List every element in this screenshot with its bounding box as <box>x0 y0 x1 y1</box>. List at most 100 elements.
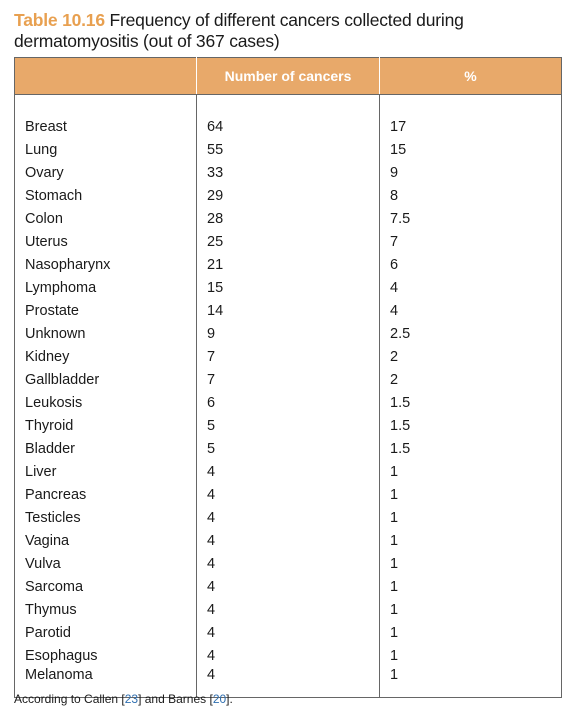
table-row: Vagina 4 1 <box>14 529 562 552</box>
percent-cell: 1 <box>379 575 562 598</box>
cancer-type-cell: Pancreas <box>14 483 197 506</box>
cancer-type-cell: Lymphoma <box>14 276 197 299</box>
percent-cell: 1 <box>379 483 562 506</box>
percent-cell: 17 <box>379 115 562 138</box>
table-row: Kidney 7 2 <box>14 345 562 368</box>
percent-cell: 2.5 <box>379 322 562 345</box>
cancer-type-cell: Ovary <box>14 161 197 184</box>
table-row: Liver 4 1 <box>14 460 562 483</box>
cancer-type-cell: Liver <box>14 460 197 483</box>
table-row: Nasopharynx 21 6 <box>14 253 562 276</box>
percent-cell: 15 <box>379 138 562 161</box>
percent-cell: 4 <box>379 276 562 299</box>
cancer-type-cell: Breast <box>14 115 197 138</box>
percent-cell: 7.5 <box>379 207 562 230</box>
table-row: Pancreas 4 1 <box>14 483 562 506</box>
cancer-type-cell: Prostate <box>14 299 197 322</box>
number-of-cancers-cell: 21 <box>196 253 380 276</box>
number-of-cancers-cell: 64 <box>196 115 380 138</box>
number-of-cancers-cell: 4 <box>196 644 380 667</box>
percent-cell: 4 <box>379 299 562 322</box>
table-row: Parotid 4 1 <box>14 621 562 644</box>
cancer-type-cell: Thyroid <box>14 414 197 437</box>
cancer-type-cell: Nasopharynx <box>14 253 197 276</box>
table-row: Ovary 33 9 <box>14 161 562 184</box>
number-of-cancers-cell: 7 <box>196 345 380 368</box>
cancer-type-cell: Gallbladder <box>14 368 197 391</box>
header-percent: % <box>379 57 562 95</box>
cancer-frequency-table: Number of cancers % Breast 64 17 Lung 55 15 Ov… <box>14 57 562 698</box>
table-body: Breast 64 17 Lung 55 15 Ovary 33 9 Stomach 29 8 Colo… <box>14 94 562 698</box>
percent-cell: 2 <box>379 345 562 368</box>
percent-cell: 1.5 <box>379 414 562 437</box>
number-of-cancers-cell: 5 <box>196 437 380 460</box>
number-of-cancers-cell: 4 <box>196 552 380 575</box>
number-of-cancers-cell: 28 <box>196 207 380 230</box>
percent-cell: 1.5 <box>379 391 562 414</box>
table-row: Melanoma 4 1 <box>14 667 562 698</box>
number-of-cancers-cell: 4 <box>196 598 380 621</box>
reference-link-callen[interactable]: 23 <box>124 692 139 706</box>
percent-cell: 1 <box>379 552 562 575</box>
number-of-cancers-cell: 55 <box>196 138 380 161</box>
number-of-cancers-cell: 6 <box>196 391 380 414</box>
number-of-cancers-cell: 14 <box>196 299 380 322</box>
percent-cell: 7 <box>379 230 562 253</box>
table-row: Prostate 14 4 <box>14 299 562 322</box>
table-row: Testicles 4 1 <box>14 506 562 529</box>
footnote-prefix: According to Callen [ <box>14 692 125 706</box>
cancer-type-cell: Stomach <box>14 184 197 207</box>
table-spacer-row <box>14 94 562 115</box>
cancer-type-cell: Colon <box>14 207 197 230</box>
footnote-suffix: ]. <box>226 692 233 706</box>
cancer-type-cell: Lung <box>14 138 197 161</box>
table-row: Gallbladder 7 2 <box>14 368 562 391</box>
table-row: Leukosis 6 1.5 <box>14 391 562 414</box>
cancer-type-cell: Melanoma <box>14 667 197 698</box>
table-row: Colon 28 7.5 <box>14 207 562 230</box>
cancer-type-cell: Kidney <box>14 345 197 368</box>
percent-cell: 1.5 <box>379 437 562 460</box>
reference-link-barnes[interactable]: 20 <box>212 692 227 706</box>
cancer-type-cell: Bladder <box>14 437 197 460</box>
table-row: Lung 55 15 <box>14 138 562 161</box>
percent-cell: 8 <box>379 184 562 207</box>
percent-cell: 2 <box>379 368 562 391</box>
cancer-type-cell: Leukosis <box>14 391 197 414</box>
number-of-cancers-cell: 4 <box>196 483 380 506</box>
cancer-type-cell: Testicles <box>14 506 197 529</box>
table-caption: Table 10.16 Frequency of different cance… <box>14 10 566 52</box>
table-row: Thyroid 5 1.5 <box>14 414 562 437</box>
table-row: Stomach 29 8 <box>14 184 562 207</box>
footnote: According to Callen [23] and Barnes [20]… <box>14 692 233 706</box>
table-row: Lymphoma 15 4 <box>14 276 562 299</box>
table-row: Unknown 9 2.5 <box>14 322 562 345</box>
table-row: Thymus 4 1 <box>14 598 562 621</box>
table-label: Table 10.16 <box>14 10 105 30</box>
cancer-type-cell: Unknown <box>14 322 197 345</box>
number-of-cancers-cell: 29 <box>196 184 380 207</box>
number-of-cancers-cell: 4 <box>196 529 380 552</box>
header-number-of-cancers: Number of cancers <box>196 57 380 95</box>
number-of-cancers-cell: 9 <box>196 322 380 345</box>
number-of-cancers-cell: 4 <box>196 667 380 698</box>
number-of-cancers-cell: 4 <box>196 575 380 598</box>
table-row: Vulva 4 1 <box>14 552 562 575</box>
cancer-type-cell: Parotid <box>14 621 197 644</box>
cancer-type-cell: Esophagus <box>14 644 197 667</box>
number-of-cancers-cell: 7 <box>196 368 380 391</box>
table-row: Esophagus 4 1 <box>14 644 562 667</box>
table-row: Bladder 5 1.5 <box>14 437 562 460</box>
cancer-type-cell: Thymus <box>14 598 197 621</box>
number-of-cancers-cell: 4 <box>196 621 380 644</box>
number-of-cancers-cell: 4 <box>196 506 380 529</box>
cancer-type-cell: Vulva <box>14 552 197 575</box>
cancer-type-cell: Uterus <box>14 230 197 253</box>
table-header-row: Number of cancers % <box>14 57 562 95</box>
number-of-cancers-cell: 5 <box>196 414 380 437</box>
table-row: Breast 64 17 <box>14 115 562 138</box>
number-of-cancers-cell: 25 <box>196 230 380 253</box>
percent-cell: 1 <box>379 529 562 552</box>
caption-text: Frequency of different cancers collected… <box>14 10 464 51</box>
percent-cell: 1 <box>379 667 562 698</box>
